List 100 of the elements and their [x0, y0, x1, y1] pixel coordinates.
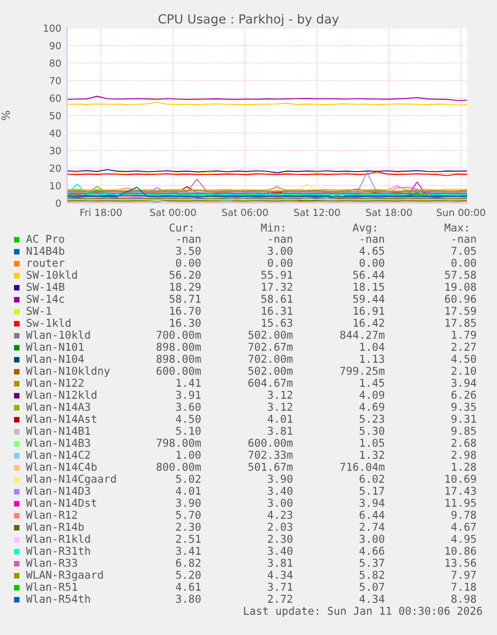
text: 18.29 — [170, 282, 201, 291]
text: 16.30 — [170, 318, 201, 327]
text: 2.10 — [452, 366, 476, 375]
text: 3.40 — [268, 486, 292, 495]
x-tick-label: Sat 06:00 — [222, 208, 268, 216]
text: 1.79 — [452, 330, 476, 339]
text: 3.40 — [268, 546, 292, 555]
text: 1.00 — [176, 450, 201, 459]
legend-label: Wlan-N14D3 — [26, 486, 90, 495]
text: 2.30 — [268, 534, 292, 543]
text: 18.15 — [354, 282, 384, 291]
text: 799.25m — [340, 366, 384, 375]
text: 3.94 — [452, 378, 476, 387]
text: 3.41 — [176, 546, 201, 555]
text: 2.51 — [176, 534, 201, 543]
legend-label: N14B4b — [26, 246, 64, 255]
text: 5.17 — [360, 486, 384, 495]
text: 58.71 — [170, 294, 201, 303]
legend-label: Wlan-N12kld — [26, 390, 96, 399]
x-tick-label: Sat 00:00 — [150, 208, 196, 216]
text: 5.23 — [360, 414, 384, 423]
y-tick-label: 60 — [50, 94, 61, 102]
text: 10.69 — [446, 474, 476, 483]
text: 56.44 — [353, 270, 384, 279]
text: 702.00m — [248, 354, 293, 363]
y-tick-label: 70 — [50, 76, 61, 84]
text: 6.44 — [360, 510, 384, 519]
text: 17.59 — [446, 306, 476, 315]
text: 16.31 — [262, 306, 292, 315]
legend-label: Wlan-N14A3 — [26, 402, 90, 411]
text: 1.13 — [360, 354, 384, 363]
legend-label: Wlan-N14Dst — [26, 498, 96, 507]
text: 15.63 — [262, 318, 292, 327]
text: 4.23 — [268, 510, 292, 519]
text: 19.08 — [446, 282, 476, 291]
text: Cur: — [170, 224, 192, 232]
text: 6.82 — [176, 558, 200, 567]
text: 2.68 — [452, 438, 476, 447]
text: 798.00m — [156, 438, 201, 447]
legend-label: router — [28, 259, 64, 267]
text: -nan — [452, 236, 476, 243]
text: 4.01 — [268, 414, 292, 423]
legend-label: AC Pro — [26, 234, 64, 243]
text: 502.00m — [248, 330, 293, 339]
text: Last update: Sun Jan 11 00:30:06 2026 — [244, 606, 482, 617]
text: 57.58 — [445, 270, 476, 279]
text: 3.12 — [268, 402, 292, 411]
text: 5.82 — [360, 570, 384, 579]
text: 700.00m — [156, 330, 201, 339]
y-tick-label: 80 — [50, 59, 61, 67]
text: 4.50 — [176, 414, 201, 423]
legend-label: Wlan-N10kldny — [26, 366, 110, 377]
text: 702.67m — [248, 342, 293, 351]
text: 3.90 — [176, 498, 201, 507]
text: 4.95 — [451, 534, 476, 543]
text: 10.86 — [446, 546, 476, 555]
text: 3.60 — [176, 402, 201, 411]
text: 17.32 — [262, 282, 292, 291]
text: 2.03 — [268, 522, 292, 531]
y-tick-label: 90 — [50, 42, 61, 50]
legend-label: SW-10kld — [26, 270, 77, 279]
legend-label: Wlan-N14C2 — [26, 450, 90, 459]
text: 3.90 — [268, 474, 292, 483]
text: 6.02 — [360, 474, 384, 483]
text: 17.43 — [446, 486, 476, 495]
text: 17.85 — [446, 318, 476, 327]
text: 1.41 — [176, 378, 201, 387]
text: Min: — [261, 223, 284, 232]
text: 800.00m — [156, 462, 201, 471]
legend-label: Wlan-N14B3 — [26, 438, 90, 447]
text: 2.27 — [452, 342, 476, 351]
text: 2.74 — [360, 522, 384, 531]
text: 844.27m — [340, 330, 384, 339]
text: 5.02 — [176, 474, 200, 483]
text: 6.26 — [451, 390, 476, 399]
text: 3.94 — [360, 498, 384, 507]
text: 604.67m — [248, 378, 293, 387]
text: 11.95 — [446, 498, 476, 507]
text: 4.61 — [176, 582, 201, 591]
text: 0.00 — [268, 258, 292, 267]
text: 3.81 — [268, 558, 292, 567]
text: 1.28 — [452, 462, 476, 471]
text: 16.91 — [354, 306, 384, 315]
text: 58.61 — [261, 294, 292, 303]
text: 1.45 — [360, 378, 384, 387]
legend-label: Wlan-R31th — [26, 546, 90, 555]
legend-label: Wlan-R1kld — [26, 534, 90, 543]
text: 3.00 — [268, 498, 292, 507]
text: 7.05 — [452, 246, 476, 255]
legend-label: Wlan-N14Cgaard — [26, 474, 116, 485]
legend-label: SW-14B — [26, 282, 64, 291]
text: -nan — [269, 236, 292, 243]
y-tick-label: 0 — [56, 199, 61, 207]
text: 5.37 — [360, 558, 384, 567]
text: 7.97 — [452, 570, 476, 579]
text: 2.72 — [268, 594, 292, 603]
x-tick-label: Fri 18:00 — [80, 208, 122, 216]
legend-label: Wlan-R33 — [26, 558, 78, 567]
x-tick-label: Sun 00:00 — [436, 208, 486, 216]
legend-label: Wlan-R14b — [26, 522, 84, 531]
